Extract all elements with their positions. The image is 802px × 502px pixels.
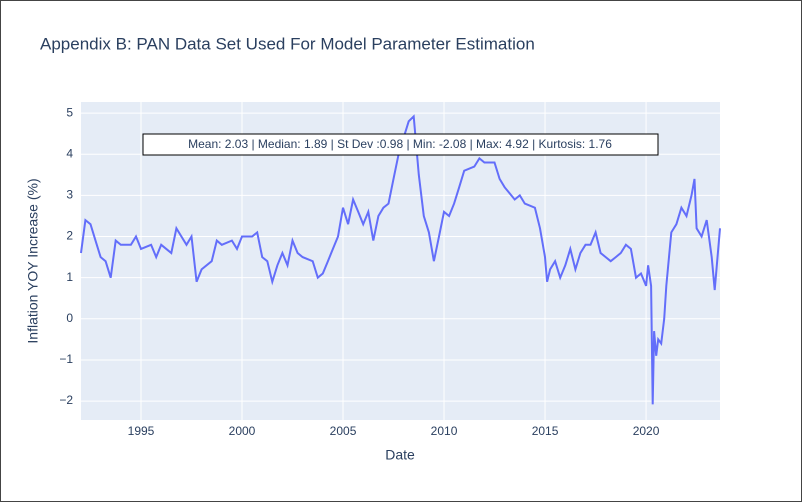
y-tick-label: 2: [66, 229, 73, 243]
y-tick-label: −2: [59, 393, 73, 407]
x-tick-label: 2010: [431, 424, 458, 438]
chart-title: Appendix B: PAN Data Set Used For Model …: [40, 34, 535, 53]
y-tick-label: 5: [66, 105, 73, 119]
series-line: [80, 114, 721, 405]
x-tick-label: 2020: [633, 424, 660, 438]
y-tick-label: 0: [66, 311, 73, 325]
x-tick-label: 2000: [229, 424, 256, 438]
annotation: Mean: 2.03 | Median: 1.89 | St Dev :0.98…: [188, 137, 612, 151]
y-tick-label: −1: [59, 352, 73, 366]
x-tick-label: 1995: [128, 424, 155, 438]
x-tick-label: 2015: [532, 424, 559, 438]
y-tick-label: 1: [66, 270, 73, 284]
y-axis-label: Inflation YOY Increase (%): [25, 178, 41, 343]
y-tick-label: 4: [66, 146, 73, 160]
y-tick-label: 3: [66, 188, 73, 202]
lines: [80, 114, 721, 405]
x-axis-label: Date: [385, 447, 415, 463]
x-tick-label: 2005: [330, 424, 357, 438]
annotation-box: [142, 133, 659, 156]
